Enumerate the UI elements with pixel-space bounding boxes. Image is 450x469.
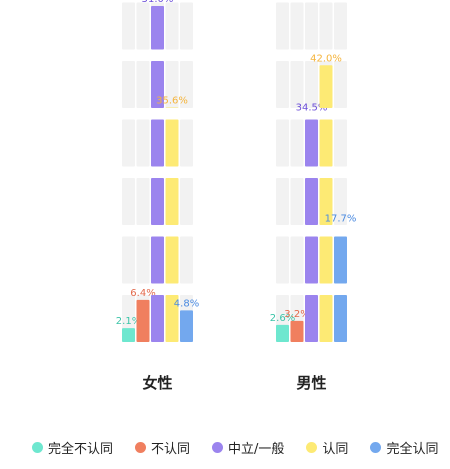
bar-女性-中立/一般 (151, 61, 164, 108)
bar-track (122, 119, 135, 167)
bar-男性-不认同 (290, 320, 304, 342)
bar-track (305, 61, 318, 108)
legend-label: 中立/一般 (228, 442, 285, 457)
bar-track (334, 61, 347, 108)
legend-dot (306, 442, 318, 453)
bar-女性-中立/一般 (151, 119, 164, 167)
legend-dot (135, 442, 147, 453)
bar-track (136, 61, 150, 108)
group-label: 男性 (296, 374, 326, 392)
legend-label: 完全认同 (386, 442, 439, 457)
bar-男性-中立/一般 (305, 178, 318, 225)
legend-label: 认同 (322, 442, 349, 457)
bar-track (180, 178, 193, 225)
data-label: 17.7% (325, 213, 357, 224)
data-label: 2.1% (116, 316, 141, 327)
data-label: 34.5% (296, 103, 328, 114)
data-label: 51.0% (142, 0, 174, 5)
bar-女性-完全认同 (180, 310, 193, 342)
bar-track (276, 2, 289, 50)
bar-女性-完全不认同 (122, 328, 135, 342)
bar-track (334, 2, 347, 50)
legend-item-agree: 认同 (306, 438, 348, 457)
bar-track (319, 2, 333, 50)
bar-track (122, 236, 135, 284)
legend-item-strongly-agree: 完全认同 (370, 438, 438, 457)
bar-男性-认同 (319, 119, 333, 167)
bar-女性-认同 (165, 107, 179, 108)
bar-track (305, 2, 318, 50)
legend: 完全不认同 不认同 中立/一般 认同 完全认同 (32, 438, 438, 457)
bar-track (276, 61, 289, 108)
legend-dot (212, 442, 224, 453)
bar-男性-完全不认同 (276, 324, 289, 342)
bar-track (122, 178, 135, 225)
data-label: 6.4% (130, 288, 155, 299)
group-label: 女性 (142, 374, 172, 392)
bar-女性-中立/一般 (151, 178, 164, 225)
legend-label: 不认同 (151, 442, 191, 457)
bar-女性-认同 (165, 295, 179, 342)
bar-track (276, 178, 289, 225)
bar-男性-认同 (319, 236, 333, 284)
bar-男性-中立/一般 (305, 236, 318, 284)
legend-dot (32, 442, 43, 453)
legend-label: 完全不认同 (48, 442, 114, 457)
bar-track (136, 119, 150, 167)
legend-item-disagree: 不认同 (135, 438, 190, 457)
bar-track (165, 61, 179, 108)
bar-track (165, 2, 179, 50)
bar-track (290, 119, 304, 167)
bar-track (180, 119, 193, 167)
bar-男性-中立/一般 (305, 295, 318, 342)
bar-track (276, 119, 289, 167)
bar-女性-认同 (165, 119, 179, 167)
bar-男性-认同 (319, 178, 333, 225)
bar-track (180, 236, 193, 284)
legend-item-neutral: 中立/一般 (212, 438, 284, 457)
bar-track (290, 236, 304, 284)
bar-track (180, 2, 193, 50)
bar-女性-认同 (165, 178, 179, 225)
bar-男性-完全认同 (334, 295, 347, 342)
bar-男性-认同 (319, 295, 333, 342)
bar-track (180, 61, 193, 108)
bar-track (276, 236, 289, 284)
bar-track (334, 178, 347, 225)
data-label: 4.8% (174, 298, 199, 309)
bar-女性-中立/一般 (151, 236, 164, 284)
bar-track (290, 2, 304, 50)
bar-男性-完全认同 (334, 236, 347, 284)
bar-track (122, 2, 135, 50)
legend-dot (370, 442, 382, 453)
data-label: 3.2% (284, 309, 309, 320)
bar-女性-中立/一般 (151, 295, 164, 342)
data-label: 2.6% (270, 313, 295, 324)
data-label: 42.0% (310, 53, 342, 64)
bar-track (290, 178, 304, 225)
bar-track (122, 61, 135, 108)
bar-女性-认同 (165, 236, 179, 284)
bar-女性-不认同 (136, 299, 150, 342)
bar-track (290, 61, 304, 108)
bar-女性-中立/一般 (151, 6, 164, 50)
bar-男性-中立/一般 (305, 119, 318, 167)
bar-track (136, 236, 150, 284)
bar-男性-认同 (319, 65, 333, 108)
bar-track (136, 178, 150, 225)
data-label: 35.6% (156, 95, 188, 106)
legend-item-strongly-disagree: 完全不认同 (32, 438, 113, 457)
bar-track (136, 2, 150, 50)
bar-track (334, 119, 347, 167)
